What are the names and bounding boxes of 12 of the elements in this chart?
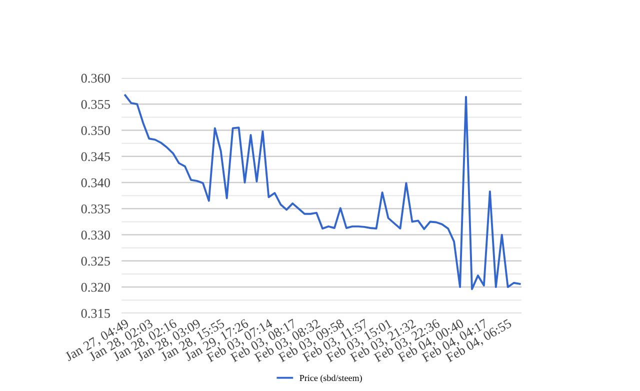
y-tick-label: 0.335	[81, 204, 110, 214]
y-tick-label: 0.350	[81, 126, 110, 136]
y-tick-label: 0.315	[81, 308, 110, 318]
y-tick-label: 0.360	[81, 74, 110, 83]
y-tick-label: 0.355	[81, 100, 110, 109]
line-series	[124, 94, 521, 290]
y-tick-label: 0.340	[81, 178, 110, 188]
legend-label: Price (sbd/steem)	[300, 374, 362, 383]
y-tick-label: 0.325	[81, 256, 110, 266]
y-tick-label: 0.320	[81, 282, 110, 292]
y-tick-label: 0.330	[81, 230, 110, 240]
y-tick-label: 0.345	[81, 152, 110, 162]
